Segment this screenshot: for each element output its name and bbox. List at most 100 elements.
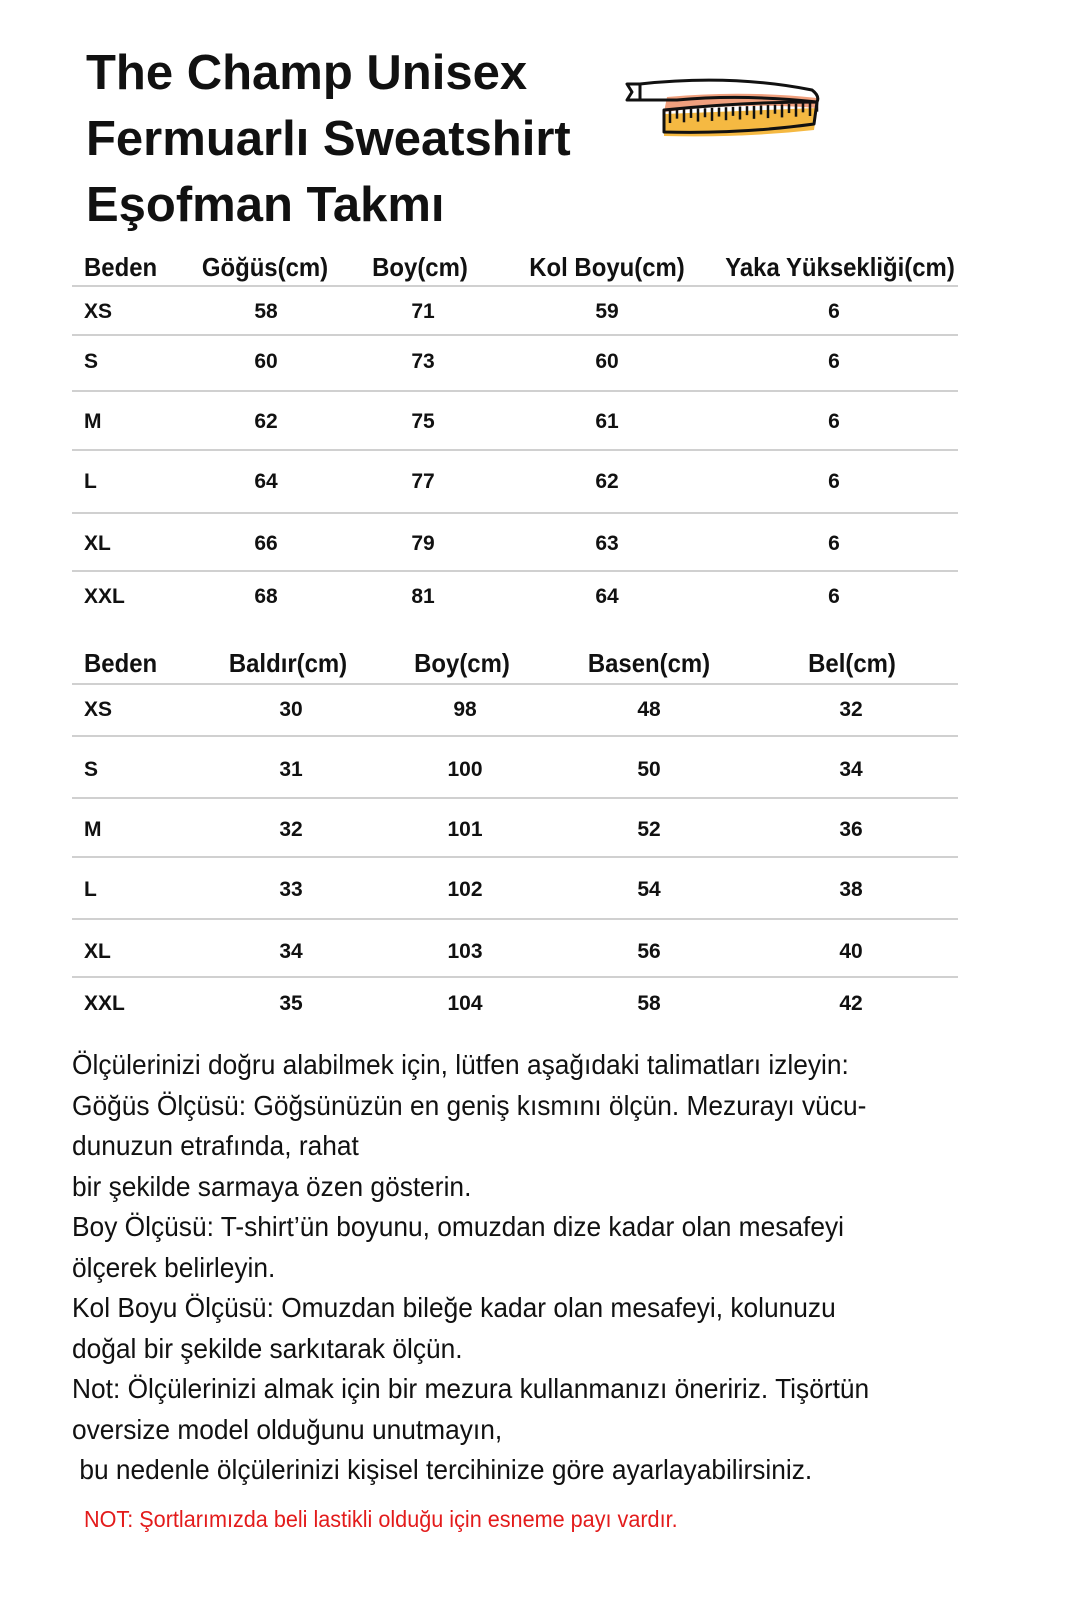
size-label: L: [84, 878, 97, 901]
measurement-value: 6: [828, 470, 840, 493]
measurement-value: 62: [595, 470, 619, 493]
measurement-value: 6: [828, 410, 840, 433]
measurement-value: 6: [828, 300, 840, 323]
measurement-value: 64: [595, 585, 619, 608]
measurement-value: 66: [254, 532, 278, 555]
column-header: Göğüs(cm): [201, 252, 329, 282]
size-label: XS: [84, 698, 113, 721]
instruction-line: Ölçülerinizi doğru alabilmek için, lütfe…: [72, 1049, 849, 1080]
column-header: Beden: [84, 252, 158, 282]
measuring-tape-icon: [625, 78, 820, 137]
column-header: Boy(cm): [372, 252, 468, 282]
row-divider: [72, 334, 958, 336]
column-header: Beden: [84, 648, 158, 678]
column-header: Boy(cm): [414, 648, 510, 678]
row-divider: [72, 285, 958, 287]
row-divider: [72, 570, 958, 572]
shorts-note: NOT: Şortlarımızda beli lastikli olduğu …: [84, 1506, 678, 1532]
measurement-value: 98: [453, 698, 477, 721]
measurement-value: 102: [447, 878, 483, 901]
size-label: XXL: [84, 992, 125, 1015]
measurement-value: 64: [254, 470, 278, 493]
measurement-value: 32: [279, 818, 303, 841]
row-divider: [72, 918, 958, 920]
measurement-value: 52: [637, 818, 661, 841]
instruction-line: Not: Ölçülerinizi almak için bir mezura …: [72, 1373, 870, 1404]
measurement-value: 33: [279, 878, 303, 901]
measurement-value: 79: [411, 532, 435, 555]
page-title: The Champ Unisex Fermuarlı Sweatshirt Eş…: [86, 40, 571, 238]
measurement-value: 58: [637, 992, 661, 1015]
measurement-value: 101: [447, 818, 483, 841]
column-header: Basen(cm): [587, 648, 711, 678]
measurement-value: 104: [447, 992, 483, 1015]
title-line: Eşofman Takmı: [86, 178, 445, 232]
size-label: S: [84, 758, 99, 781]
measurement-value: 6: [828, 350, 840, 373]
row-divider: [72, 449, 958, 451]
instruction-line: ölçerek belirleyin.: [72, 1251, 276, 1283]
measurement-value: 40: [839, 940, 863, 963]
column-header: Yaka Yüksekliği(cm): [725, 252, 955, 282]
measurement-value: 32: [839, 698, 863, 721]
instruction-line: Boy Ölçüsü: T-shirt’ün boyunu, omuzdan d…: [72, 1211, 844, 1242]
instruction-line: Göğüs Ölçüsü: Göğsünüzün en geniş kısmın…: [72, 1089, 867, 1121]
size-label: XL: [84, 940, 111, 963]
measurement-instructions: Ölçülerinizi doğru alabilmek için, lütfe…: [72, 1045, 869, 1491]
measurement-value: 35: [279, 992, 303, 1015]
measurement-value: 62: [254, 410, 278, 433]
measurement-value: 30: [279, 698, 303, 721]
row-divider: [72, 683, 958, 685]
measurement-value: 6: [828, 585, 840, 608]
measurement-value: 77: [411, 470, 435, 493]
measurement-value: 38: [839, 878, 863, 901]
measurement-value: 81: [411, 585, 435, 608]
instruction-line: doğal bir şekilde sarkıtarak ölçün.: [72, 1332, 463, 1364]
size-label: M: [84, 818, 102, 841]
size-label: XL: [84, 532, 111, 555]
measurement-value: 73: [411, 350, 435, 373]
row-divider: [72, 856, 958, 858]
measurement-value: 63: [595, 532, 619, 555]
row-divider: [72, 512, 958, 514]
measurement-value: 103: [447, 940, 483, 963]
measurement-value: 50: [637, 758, 661, 781]
size-label: S: [84, 350, 99, 373]
instruction-line: Kol Boyu Ölçüsü: Omuzdan bileğe kadar ol…: [72, 1292, 836, 1323]
row-divider: [72, 976, 958, 978]
title-line: The Champ Unisex: [86, 46, 528, 100]
column-header: Bel(cm): [808, 648, 896, 678]
measurement-value: 6: [828, 532, 840, 555]
measurement-value: 100: [447, 758, 483, 781]
measurement-value: 71: [411, 300, 435, 323]
measurement-value: 58: [254, 300, 278, 323]
measurement-value: 54: [637, 878, 661, 901]
measurement-value: 61: [595, 410, 619, 433]
instruction-line: bir şekilde sarmaya özen gösterin.: [72, 1170, 472, 1202]
measurement-value: 75: [411, 410, 435, 433]
instruction-line: dunuzun etrafında, rahat: [72, 1130, 359, 1161]
size-label: M: [84, 410, 102, 433]
measurement-value: 34: [839, 758, 863, 781]
size-label: XS: [84, 300, 113, 323]
row-divider: [72, 797, 958, 799]
measurement-value: 68: [254, 585, 278, 608]
measurement-value: 60: [254, 350, 278, 373]
measurement-value: 59: [595, 300, 619, 323]
column-header: Kol Boyu(cm): [529, 252, 685, 282]
size-label: L: [84, 470, 97, 493]
row-divider: [72, 390, 958, 392]
measurement-value: 60: [595, 350, 619, 373]
measurement-value: 34: [279, 940, 303, 963]
measurement-value: 48: [637, 698, 661, 721]
measurement-value: 36: [839, 818, 863, 841]
instruction-line: oversize model olduğunu unutmayın,: [72, 1413, 503, 1445]
row-divider: [72, 735, 958, 737]
size-label: XXL: [84, 585, 125, 608]
measurement-value: 42: [839, 992, 863, 1015]
column-header: Baldır(cm): [228, 648, 348, 678]
title-line: Fermuarlı Sweatshirt: [86, 112, 571, 166]
measurement-value: 31: [279, 758, 303, 781]
instruction-line: bu nedenle ölçülerinizi kişisel tercihin…: [72, 1454, 813, 1485]
measurement-value: 56: [637, 940, 661, 963]
